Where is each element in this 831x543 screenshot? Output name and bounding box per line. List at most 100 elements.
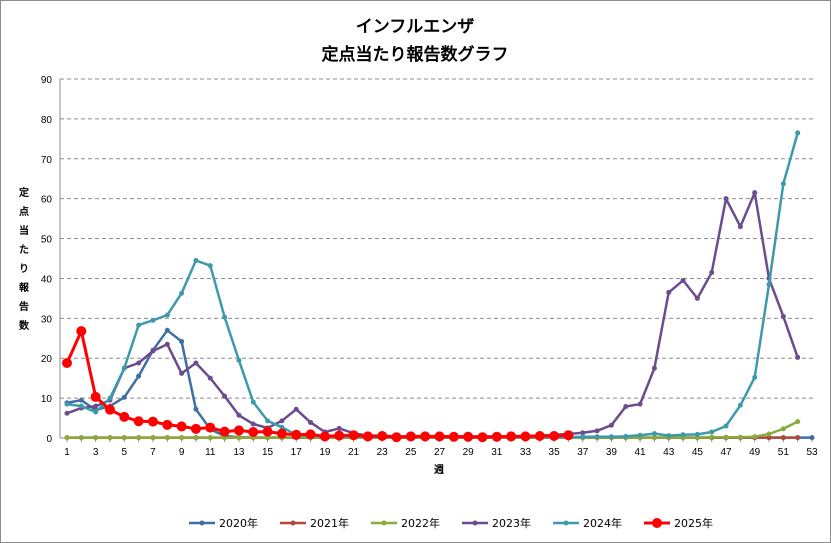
y-axis-label-char: 当 [19,224,29,237]
data-point [608,422,614,428]
data-point [623,433,629,439]
data-point [334,430,345,441]
data-point [477,432,488,443]
data-point [119,411,130,422]
x-tick-label: 23 [377,447,389,458]
data-point [250,399,256,405]
data-point [64,410,70,416]
legend-marker [381,520,387,526]
legend-label: 2021年 [310,516,349,530]
legend-marker [652,518,662,528]
data-point [193,435,199,441]
data-point [248,427,259,438]
x-axis-ticks: 1 3 5 7 9 11 13 15 17 19 21 23 25 27 29 31 33 35 37 39 41 43 4… [64,438,818,458]
legend-label: 2025年 [674,516,713,530]
data-point [93,409,99,415]
data-point [795,354,801,360]
data-point [121,365,127,371]
y-tick-label: 80 [41,115,53,126]
legend-marker [199,520,205,526]
data-point [594,434,600,440]
data-point [107,395,113,401]
data-point [293,406,299,412]
data-point [265,418,271,424]
y-tick-label: 90 [41,75,53,86]
y-tick-label: 0 [46,434,52,445]
data-point [291,429,302,440]
data-point [107,435,113,441]
data-point [279,418,285,424]
data-point [737,224,743,230]
series-2025年 [62,326,574,443]
x-tick-label: 31 [491,447,503,458]
x-tick-label: 9 [179,447,185,458]
data-point [795,435,801,441]
data-point [420,431,431,442]
data-point [580,434,586,440]
legend-item: 2023年 [462,516,531,530]
x-tick-label: 39 [606,447,618,458]
data-point [78,403,84,409]
data-point [491,431,502,442]
data-point [795,130,801,136]
legend-item: 2024年 [553,516,622,530]
data-point [176,421,187,432]
data-point [534,431,545,442]
data-point [233,425,244,436]
data-point [121,394,127,400]
y-tick-label: 30 [41,314,53,325]
data-point [133,416,144,427]
data-point [179,370,185,376]
x-tick-label: 45 [692,447,704,458]
data-point [336,425,342,431]
y-axis-label-char: 定 [19,186,29,199]
y-axis-ticks: 0 10 20 30 40 50 60 70 80 90 [41,75,53,445]
series-group [62,130,815,443]
data-point [666,433,672,439]
data-point [448,431,459,442]
data-point [723,434,729,440]
data-point [780,181,786,187]
x-tick-label: 11 [205,447,216,458]
data-point [276,428,287,439]
x-tick-label: 7 [150,447,156,458]
data-point [76,326,87,337]
x-tick-label: 25 [405,447,417,458]
data-point [580,430,586,436]
x-tick-label: 53 [806,447,818,458]
data-point [651,435,657,441]
data-point [179,435,185,441]
x-tick-label: 13 [233,447,245,458]
x-tick-label: 29 [463,447,475,458]
data-point [709,269,715,275]
x-axis-label: 週 [434,464,444,476]
data-point [723,423,729,429]
x-tick-label: 51 [778,447,790,458]
data-point [205,422,216,433]
y-tick-label: 50 [41,235,53,246]
data-point [463,431,474,442]
x-tick-label: 1 [64,447,70,458]
data-point [637,432,643,438]
series-line [66,329,812,439]
x-tick-label: 17 [291,447,303,458]
data-point [377,431,388,442]
data-point [737,434,743,440]
data-point [207,435,213,441]
y-tick-label: 20 [41,354,53,365]
legend-marker [290,520,296,526]
data-point [121,435,127,441]
y-tick-label: 10 [41,394,53,405]
data-point [150,348,156,354]
data-point [766,435,772,441]
data-point [651,431,657,437]
legend-marker [563,520,569,526]
data-point [520,431,531,442]
data-point [222,314,228,320]
data-point [179,290,185,296]
data-point [279,424,285,430]
x-tick-label: 5 [122,447,128,458]
data-point [637,401,643,407]
data-point [809,435,815,441]
